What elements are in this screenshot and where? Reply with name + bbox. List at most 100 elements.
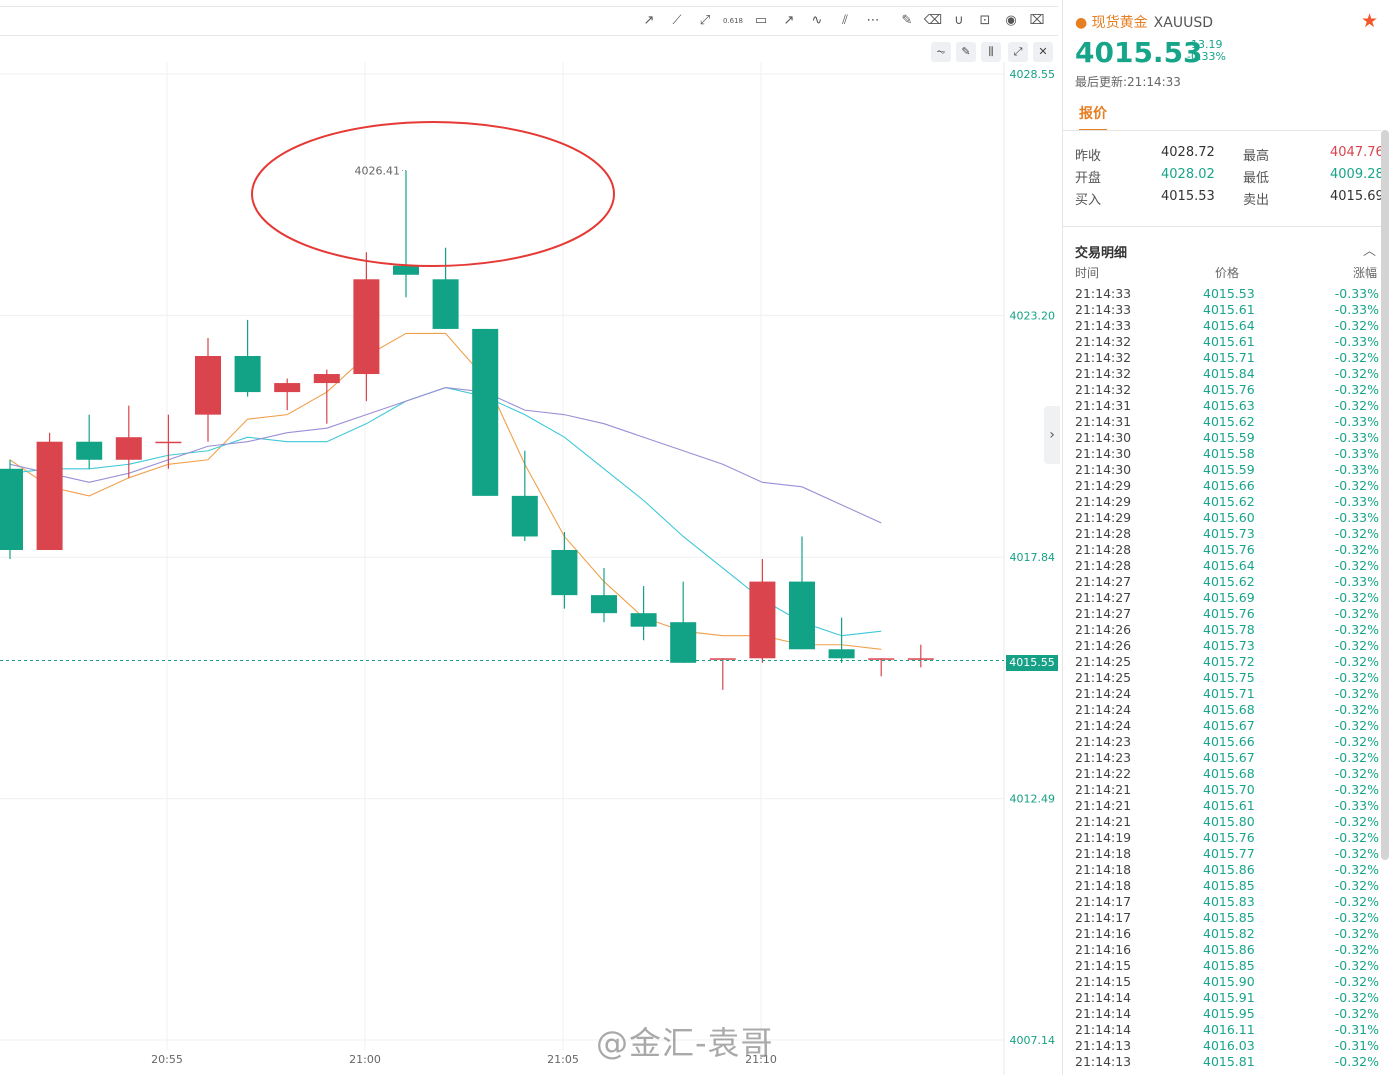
trade-time: 21:14:19 xyxy=(1075,830,1132,845)
edit-note-icon[interactable]: ✎ xyxy=(901,13,913,28)
trade-price: 4015.76 xyxy=(1203,542,1255,557)
trade-time: 21:14:27 xyxy=(1075,574,1132,589)
tab-divider xyxy=(1063,130,1381,131)
candle-body xyxy=(36,441,63,551)
trade-row: 21:14:22 4015.68 -0.32% xyxy=(1063,766,1381,782)
trade-price: 4015.61 xyxy=(1203,302,1255,317)
trade-row: 21:14:14 4016.11 -0.31% xyxy=(1063,1022,1381,1038)
trade-time: 21:14:31 xyxy=(1075,414,1132,429)
y-tick-label: 4017.84 xyxy=(1010,551,1056,564)
trade-row: 21:14:29 4015.66 -0.32% xyxy=(1063,478,1381,494)
lock-icon[interactable]: ⊡ xyxy=(979,13,991,28)
chevron-up-icon[interactable]: ︿ xyxy=(1363,244,1377,259)
fibonacci-label: 0.618 xyxy=(722,17,744,25)
open-value: 4028.02 xyxy=(1161,167,1215,182)
tab-quote[interactable]: 报价 xyxy=(1079,103,1107,131)
trade-price: 4015.80 xyxy=(1203,814,1255,829)
indicator-icon[interactable]: ⏦ xyxy=(931,42,951,62)
trade-price: 4015.78 xyxy=(1203,622,1255,637)
trade-list[interactable]: 21:14:33 4015.53 -0.33% 21:14:33 4015.61 -0.3… xyxy=(1063,286,1381,1070)
trade-change: -0.32% xyxy=(1334,782,1379,797)
trade-change: -0.33% xyxy=(1334,286,1379,301)
trade-row: 21:14:26 4015.73 -0.32% xyxy=(1063,638,1381,654)
trade-change: -0.32% xyxy=(1334,926,1379,941)
chevron-right-icon[interactable]: › xyxy=(1044,406,1060,464)
trade-time: 21:14:28 xyxy=(1075,558,1132,573)
trade-price: 4015.73 xyxy=(1203,526,1255,541)
trade-row: 21:14:23 4015.66 -0.32% xyxy=(1063,734,1381,750)
rectangle-icon[interactable]: ▭ xyxy=(754,13,768,28)
prev-close-value: 4028.72 xyxy=(1161,145,1215,160)
y-tick-label: 4023.20 xyxy=(1010,309,1056,322)
trade-row: 21:14:27 4015.62 -0.33% xyxy=(1063,574,1381,590)
trade-change: -0.32% xyxy=(1334,1006,1379,1021)
star-icon[interactable]: ★ xyxy=(1360,10,1378,32)
trade-change: -0.32% xyxy=(1334,718,1379,733)
trade-change: -0.32% xyxy=(1334,862,1379,877)
eye-icon[interactable]: ◉ xyxy=(1005,13,1017,28)
candle-body xyxy=(749,581,776,659)
trade-time: 21:14:18 xyxy=(1075,878,1132,893)
trash-icon[interactable]: ⌧ xyxy=(1029,13,1045,28)
moving-average-line xyxy=(9,332,882,650)
trade-row: 21:14:21 4015.80 -0.32% xyxy=(1063,814,1381,830)
trade-price: 4015.70 xyxy=(1203,782,1255,797)
pencil-icon[interactable]: ✎ xyxy=(956,42,976,62)
candle-body xyxy=(472,328,499,496)
trade-change: -0.32% xyxy=(1334,590,1379,605)
candle-body xyxy=(115,437,142,460)
trade-row: 21:14:16 4015.86 -0.32% xyxy=(1063,942,1381,958)
polyline-icon[interactable]: ∿ xyxy=(811,13,823,28)
scrollbar[interactable] xyxy=(1381,130,1389,860)
trade-price: 4015.76 xyxy=(1203,606,1255,621)
more-icon[interactable]: ⋯ xyxy=(866,13,880,28)
magnet-icon[interactable]: ∪ xyxy=(954,13,964,28)
trade-change: -0.32% xyxy=(1334,318,1379,333)
chart-pane[interactable]: ↗ ⟋ ⤢ 0.618 ▭ ↗ ∿ ⫽ ⋯ ✎ ⌫ ∪ ⊡ ◉ ⌧ ⏦ ✎ ⫼ … xyxy=(0,0,1060,1075)
candle-type-icon[interactable]: ⫼ xyxy=(981,42,1001,62)
trade-row: 21:14:16 4015.82 -0.32% xyxy=(1063,926,1381,942)
trade-time: 21:14:16 xyxy=(1075,926,1132,941)
trade-price: 4015.73 xyxy=(1203,638,1255,653)
close-icon[interactable]: ✕ xyxy=(1033,42,1053,62)
trade-price: 4015.71 xyxy=(1203,686,1255,701)
trade-time: 21:14:21 xyxy=(1075,814,1132,829)
ray-icon[interactable]: ⟋ xyxy=(672,13,682,28)
trade-time: 21:14:29 xyxy=(1075,494,1132,509)
trade-price: 4016.11 xyxy=(1203,1022,1255,1037)
eraser-icon[interactable]: ⌫ xyxy=(923,13,943,28)
trade-row: 21:14:14 4015.95 -0.32% xyxy=(1063,1006,1381,1022)
trade-change: -0.33% xyxy=(1334,414,1379,429)
x-tick-label: 21:00 xyxy=(349,1053,381,1066)
candle-body xyxy=(353,279,380,375)
trade-time: 21:14:15 xyxy=(1075,974,1132,989)
trade-price: 4015.69 xyxy=(1203,590,1255,605)
trade-row: 21:14:27 4015.76 -0.32% xyxy=(1063,606,1381,622)
open-label: 开盘 xyxy=(1075,171,1102,186)
fibonacci-icon[interactable]: 0.618 xyxy=(722,10,744,32)
trade-change: -0.33% xyxy=(1334,462,1379,477)
candle-body xyxy=(274,383,301,393)
highlight-ellipse xyxy=(251,121,615,267)
fullscreen-icon[interactable]: ⤢ xyxy=(1008,42,1028,62)
trade-change: -0.32% xyxy=(1334,990,1379,1005)
trade-time: 21:14:22 xyxy=(1075,766,1132,781)
extended-line-icon[interactable]: ⤢ xyxy=(699,13,711,28)
parallel-channel-icon[interactable]: ⫽ xyxy=(842,13,848,28)
quote-panel: ● 现货黄金 XAUUSD ★ 4015.53 -13.19 -0.33% 最后更… xyxy=(1062,0,1389,1075)
candlestick-chart[interactable]: 4028.55 4023.20 4017.84 4012.49 4007.14 20:55… xyxy=(0,0,1060,1075)
trade-time: 21:14:29 xyxy=(1075,478,1132,493)
candle-body xyxy=(868,658,895,660)
trend-line-icon[interactable]: ↗ xyxy=(643,13,655,28)
y-tick-label: 4028.55 xyxy=(1010,68,1056,81)
moving-average-line xyxy=(9,387,882,524)
trade-change: -0.31% xyxy=(1334,1038,1379,1053)
trade-change: -0.32% xyxy=(1334,702,1379,717)
trade-price: 4015.72 xyxy=(1203,654,1255,669)
candle-body xyxy=(76,441,103,460)
trade-price: 4015.64 xyxy=(1203,318,1255,333)
trade-change: -0.32% xyxy=(1334,734,1379,749)
trade-change: -0.32% xyxy=(1334,382,1379,397)
trade-price: 4015.76 xyxy=(1203,830,1255,845)
arrow-icon[interactable]: ↗ xyxy=(783,13,795,28)
